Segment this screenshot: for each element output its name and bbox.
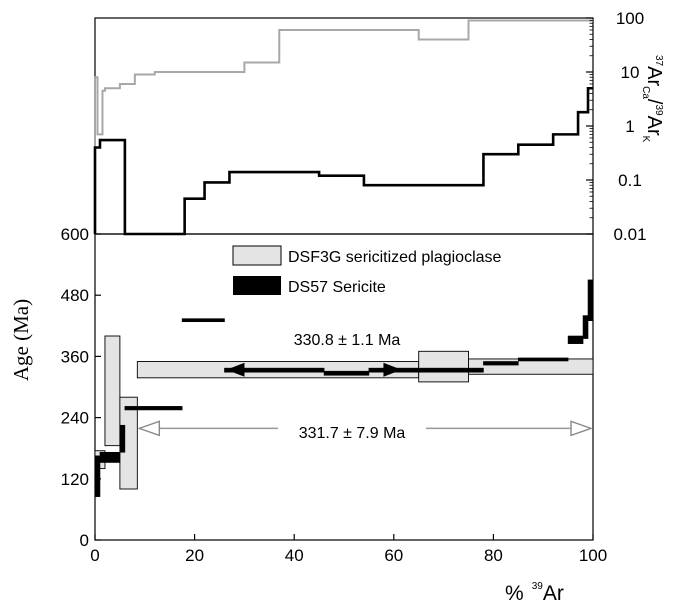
legend-swatch-ds57 bbox=[233, 276, 281, 295]
x-tick-label: 20 bbox=[185, 546, 204, 565]
x-label-ar: Ar bbox=[543, 582, 564, 605]
x-tick-label: 100 bbox=[579, 546, 607, 565]
ratio-label-ca: Ca bbox=[640, 86, 651, 99]
dsf3g-step-box bbox=[418, 350, 469, 383]
dsf3g-step-box bbox=[104, 335, 121, 447]
ratio-tick-label: 0.1 bbox=[618, 171, 642, 190]
plateau-2-label-bg bbox=[278, 421, 426, 443]
age-panel-frame bbox=[94, 233, 594, 541]
ds57-step-box bbox=[124, 406, 183, 411]
ds57-step-box bbox=[567, 335, 584, 344]
legend: DSF3G sericitized plagioclase DS57 Seric… bbox=[232, 245, 502, 296]
ds57-step-box bbox=[181, 318, 225, 323]
x-label-pct: % bbox=[505, 582, 524, 605]
legend-label-dsf3g: DSF3G sericitized plagioclase bbox=[288, 249, 502, 266]
ds57-step-box bbox=[94, 455, 101, 497]
ratio-axis-label: 37ArCa/39ArK bbox=[640, 55, 665, 143]
plateau-2-arrowhead-left bbox=[137, 420, 161, 437]
x-tick-label: 40 bbox=[285, 546, 304, 565]
ratio-panel-frame bbox=[94, 17, 594, 235]
age-tick-label: 480 bbox=[61, 286, 89, 305]
plateau-2-arrowhead-right bbox=[570, 420, 594, 437]
ratio-label-ar1: Ar bbox=[643, 66, 665, 86]
x-tick-label: 80 bbox=[484, 546, 503, 565]
ds57-step-box bbox=[99, 451, 121, 463]
age-spectrum-boxes bbox=[94, 279, 594, 497]
ratio-series-group bbox=[93, 19, 593, 236]
x-tick-label: 0 bbox=[90, 546, 99, 565]
ds57-step-box bbox=[368, 367, 484, 373]
x-tick-label: 60 bbox=[384, 546, 403, 565]
ds57-step-box bbox=[119, 424, 126, 453]
ratio-tick-label: 0.01 bbox=[613, 225, 646, 244]
age-tick-label: 240 bbox=[61, 409, 89, 428]
age-axis-label: Age (Ma) bbox=[9, 299, 33, 381]
ratio-label-39: 39 bbox=[653, 104, 664, 116]
ds57-step-box bbox=[483, 361, 519, 366]
ratio-label-ar2: Ar bbox=[643, 116, 665, 136]
age-tick-label: 600 bbox=[61, 225, 89, 244]
ds57-step-box bbox=[587, 279, 594, 321]
age-tick-label: 120 bbox=[61, 470, 89, 489]
plateau-arrows bbox=[137, 362, 594, 437]
ratio-tick-label: 1 bbox=[625, 117, 634, 136]
legend-label-ds57: DS57 Sericite bbox=[288, 279, 386, 296]
plateau-1-label-bg bbox=[276, 328, 418, 350]
ratio-axis-ticks: 0.01 0.1 1 10 100 bbox=[586, 9, 647, 244]
legend-swatch-dsf3g bbox=[232, 245, 282, 266]
svg-text:%39Ar: % 39Ar bbox=[505, 581, 564, 605]
x-axis-label: % 39Ar bbox=[505, 581, 564, 605]
ratio-series-1-line bbox=[94, 19, 593, 234]
ratio-series-2-line bbox=[93, 86, 593, 236]
age-tick-label: 360 bbox=[61, 347, 89, 366]
ratio-tick-label: 10 bbox=[621, 63, 640, 82]
plateau-1-arrowhead-right bbox=[383, 362, 402, 377]
ds57-step-box bbox=[323, 370, 370, 376]
svg-text:37ArCa/39ArK: 37ArCa/39ArK bbox=[640, 55, 665, 143]
age-tick-label: 0 bbox=[80, 531, 89, 550]
ratio-label-slash: / bbox=[643, 99, 665, 105]
ratio-label-k: K bbox=[640, 136, 651, 143]
ratio-tick-label: 100 bbox=[616, 9, 644, 28]
ratio-label-37: 37 bbox=[653, 55, 664, 67]
ds57-step-box bbox=[582, 315, 589, 339]
plateau-2-label: 331.7 ± 7.9 Ma bbox=[299, 425, 406, 442]
ds57-step-box bbox=[517, 357, 569, 362]
plateau-1-arrowhead-left bbox=[226, 362, 245, 377]
plateau-1-label: 330.8 ± 1.1 Ma bbox=[294, 332, 401, 349]
age-axis-ticks: 0 120 240 360 480 600 0 20 40 60 80 100 bbox=[61, 225, 608, 565]
x-label-39: 39 bbox=[532, 581, 544, 592]
